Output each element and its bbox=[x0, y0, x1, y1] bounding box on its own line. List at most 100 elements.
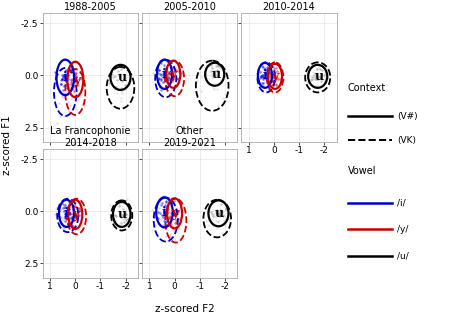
Point bbox=[279, 75, 286, 80]
Point bbox=[326, 77, 333, 82]
Point bbox=[62, 214, 70, 219]
Point bbox=[259, 76, 267, 81]
Point bbox=[170, 68, 177, 73]
Point bbox=[171, 223, 178, 228]
Point bbox=[272, 82, 280, 87]
Point bbox=[268, 79, 275, 84]
Point bbox=[261, 75, 269, 80]
Point bbox=[68, 222, 76, 227]
Point bbox=[69, 208, 76, 213]
Point bbox=[67, 211, 74, 216]
Point bbox=[165, 76, 173, 81]
Point bbox=[207, 72, 214, 77]
Point bbox=[164, 206, 171, 211]
Point bbox=[65, 87, 73, 92]
Point bbox=[155, 75, 163, 80]
Point bbox=[61, 83, 69, 88]
Point bbox=[308, 77, 315, 82]
Point bbox=[262, 72, 270, 77]
Point bbox=[161, 73, 168, 78]
Point bbox=[74, 97, 82, 102]
Text: i: i bbox=[162, 68, 166, 81]
Point bbox=[104, 78, 112, 83]
Point bbox=[277, 65, 284, 70]
Point bbox=[157, 76, 164, 81]
Point bbox=[62, 76, 69, 81]
Point bbox=[168, 78, 176, 83]
Point bbox=[68, 217, 76, 222]
Point bbox=[157, 72, 164, 77]
Text: u: u bbox=[314, 70, 324, 83]
Point bbox=[60, 74, 67, 79]
Point bbox=[222, 207, 229, 212]
Point bbox=[65, 206, 73, 211]
Point bbox=[52, 70, 59, 75]
Point bbox=[58, 77, 66, 82]
Point bbox=[168, 70, 175, 75]
Point bbox=[274, 70, 282, 75]
Point bbox=[216, 65, 223, 70]
Point bbox=[260, 72, 267, 77]
Point bbox=[70, 72, 78, 77]
Point bbox=[172, 68, 179, 73]
Point bbox=[167, 210, 174, 215]
Point bbox=[64, 78, 72, 83]
Point bbox=[263, 74, 270, 79]
Point bbox=[68, 229, 76, 234]
Point bbox=[164, 85, 171, 90]
Point bbox=[163, 204, 171, 209]
Point bbox=[169, 223, 176, 228]
Point bbox=[165, 74, 173, 79]
Point bbox=[162, 221, 169, 226]
Point bbox=[73, 77, 80, 82]
Point bbox=[117, 86, 125, 91]
Point bbox=[210, 84, 217, 89]
Text: i: i bbox=[162, 206, 166, 219]
Point bbox=[70, 205, 78, 210]
Text: z-scored F2: z-scored F2 bbox=[155, 304, 215, 314]
Point bbox=[73, 89, 81, 94]
Text: u: u bbox=[118, 208, 127, 221]
Point bbox=[75, 205, 83, 210]
Point bbox=[208, 69, 215, 74]
Text: y: y bbox=[272, 70, 279, 83]
Point bbox=[261, 68, 269, 73]
Point bbox=[59, 74, 67, 79]
Point bbox=[174, 223, 182, 228]
Point bbox=[115, 203, 122, 208]
Point bbox=[75, 94, 83, 99]
Point bbox=[126, 208, 134, 213]
Point bbox=[176, 206, 183, 211]
Point bbox=[66, 102, 74, 107]
Point bbox=[58, 92, 66, 97]
Point bbox=[118, 98, 125, 103]
Point bbox=[120, 212, 128, 217]
Point bbox=[118, 95, 125, 100]
Point bbox=[169, 70, 177, 75]
Point bbox=[172, 207, 180, 212]
Point bbox=[56, 81, 64, 86]
Point bbox=[311, 76, 319, 81]
Point bbox=[57, 77, 64, 82]
Point bbox=[121, 212, 129, 217]
Point bbox=[65, 210, 73, 216]
Point bbox=[111, 74, 119, 79]
Point bbox=[172, 214, 180, 219]
Point bbox=[261, 65, 268, 70]
Point bbox=[64, 68, 72, 73]
Point bbox=[68, 87, 76, 92]
Point bbox=[61, 208, 68, 213]
Point bbox=[161, 214, 168, 219]
Point bbox=[172, 80, 180, 85]
Text: i: i bbox=[263, 69, 267, 82]
Point bbox=[311, 71, 319, 76]
Point bbox=[71, 89, 78, 94]
Point bbox=[161, 220, 169, 225]
Point bbox=[162, 209, 169, 214]
Point bbox=[164, 73, 172, 78]
Point bbox=[60, 72, 68, 77]
Point bbox=[74, 83, 82, 88]
Point bbox=[109, 213, 117, 218]
Point bbox=[113, 85, 120, 90]
Point bbox=[66, 88, 74, 93]
